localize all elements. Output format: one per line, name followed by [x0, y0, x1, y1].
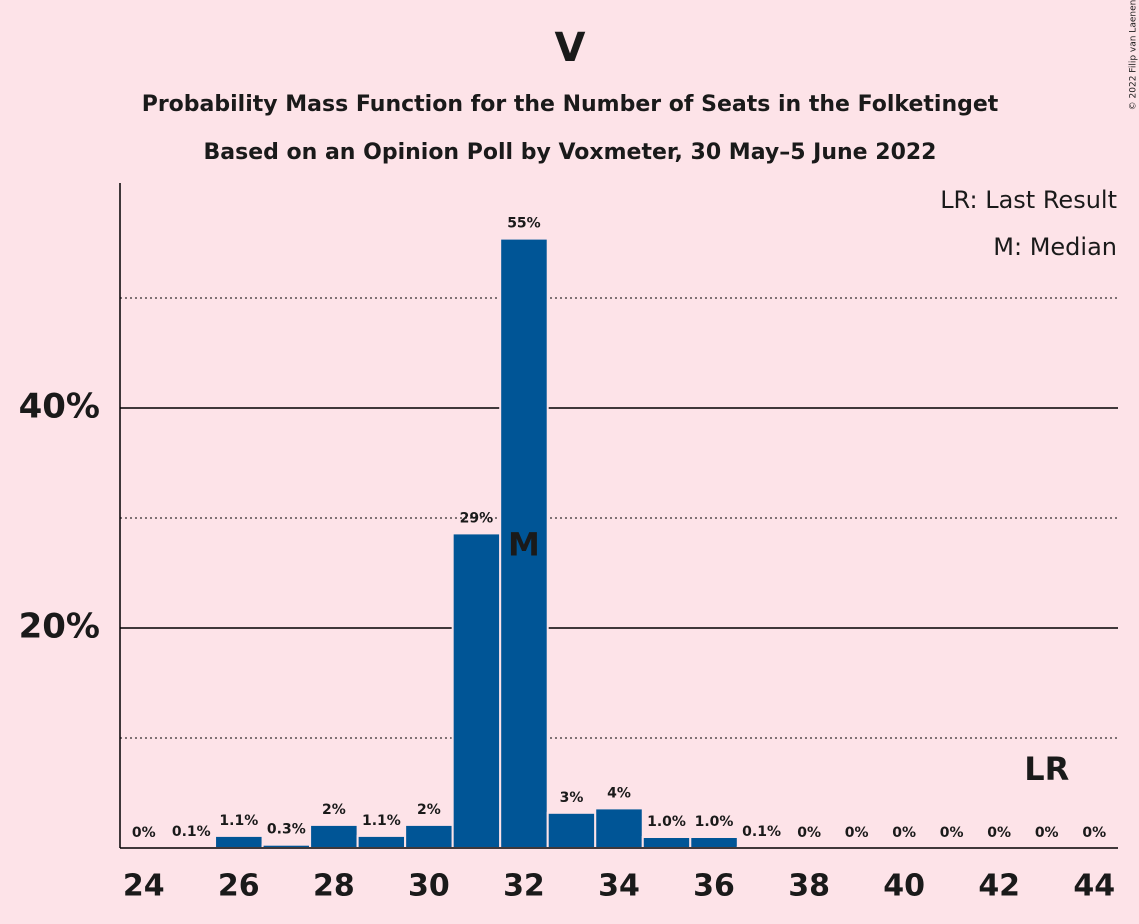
x-tick-label: 42	[978, 869, 1020, 904]
x-tick-label: 44	[1073, 869, 1115, 904]
bar	[404, 823, 454, 850]
x-tick-label: 30	[408, 869, 450, 904]
legend-entry: LR: Last Result	[940, 186, 1117, 214]
y-tick-label: 40%	[19, 387, 100, 427]
value-label: 1.1%	[362, 813, 401, 829]
x-tick-label: 32	[503, 869, 545, 904]
bar	[499, 237, 549, 850]
value-label: 0%	[845, 825, 869, 841]
median-marker: M	[508, 526, 540, 564]
value-label: 0%	[1035, 825, 1059, 841]
value-label: 0%	[940, 825, 964, 841]
bar	[214, 834, 264, 850]
value-label: 0.1%	[742, 824, 781, 840]
x-tick-label: 24	[123, 869, 165, 904]
chart-subtitle: Probability Mass Function for the Number…	[142, 92, 999, 117]
bar	[451, 532, 502, 850]
value-label: 0.1%	[172, 824, 211, 840]
copyright: © 2022 Filip van Laenen	[1129, 0, 1139, 110]
bar	[356, 834, 407, 850]
value-label: 4%	[607, 785, 631, 801]
x-tick-label: 40	[883, 869, 925, 904]
value-label: 0%	[892, 825, 916, 841]
chart-title: V	[555, 25, 586, 71]
value-label: 2%	[417, 802, 441, 818]
bar	[689, 836, 739, 849]
bar	[546, 811, 597, 849]
value-label: 1.0%	[647, 814, 686, 830]
bar	[594, 807, 644, 850]
x-tick-label: 36	[693, 869, 735, 904]
value-label: 55%	[507, 216, 541, 232]
value-label: 29%	[460, 510, 494, 526]
value-label: 0.3%	[267, 822, 306, 838]
value-label: 0%	[132, 825, 156, 841]
x-tick-label: 38	[788, 869, 830, 904]
bar	[641, 836, 692, 849]
value-label: 2%	[322, 802, 346, 818]
x-tick-label: 34	[598, 869, 640, 904]
legend-entry: M: Median	[993, 233, 1117, 261]
value-label: 0%	[1082, 825, 1106, 841]
x-tick-label: 26	[218, 869, 260, 904]
value-label: 0%	[797, 825, 821, 841]
last-result-marker: LR	[1024, 750, 1069, 788]
value-label: 3%	[560, 790, 584, 806]
bar	[309, 823, 359, 850]
value-label: 0%	[987, 825, 1011, 841]
x-tick-label: 28	[313, 869, 355, 904]
value-label: 1.0%	[695, 814, 734, 830]
chart-subtitle: Based on an Opinion Poll by Voxmeter, 30…	[203, 140, 936, 165]
y-tick-label: 20%	[19, 607, 100, 647]
value-label: 1.1%	[219, 813, 258, 829]
